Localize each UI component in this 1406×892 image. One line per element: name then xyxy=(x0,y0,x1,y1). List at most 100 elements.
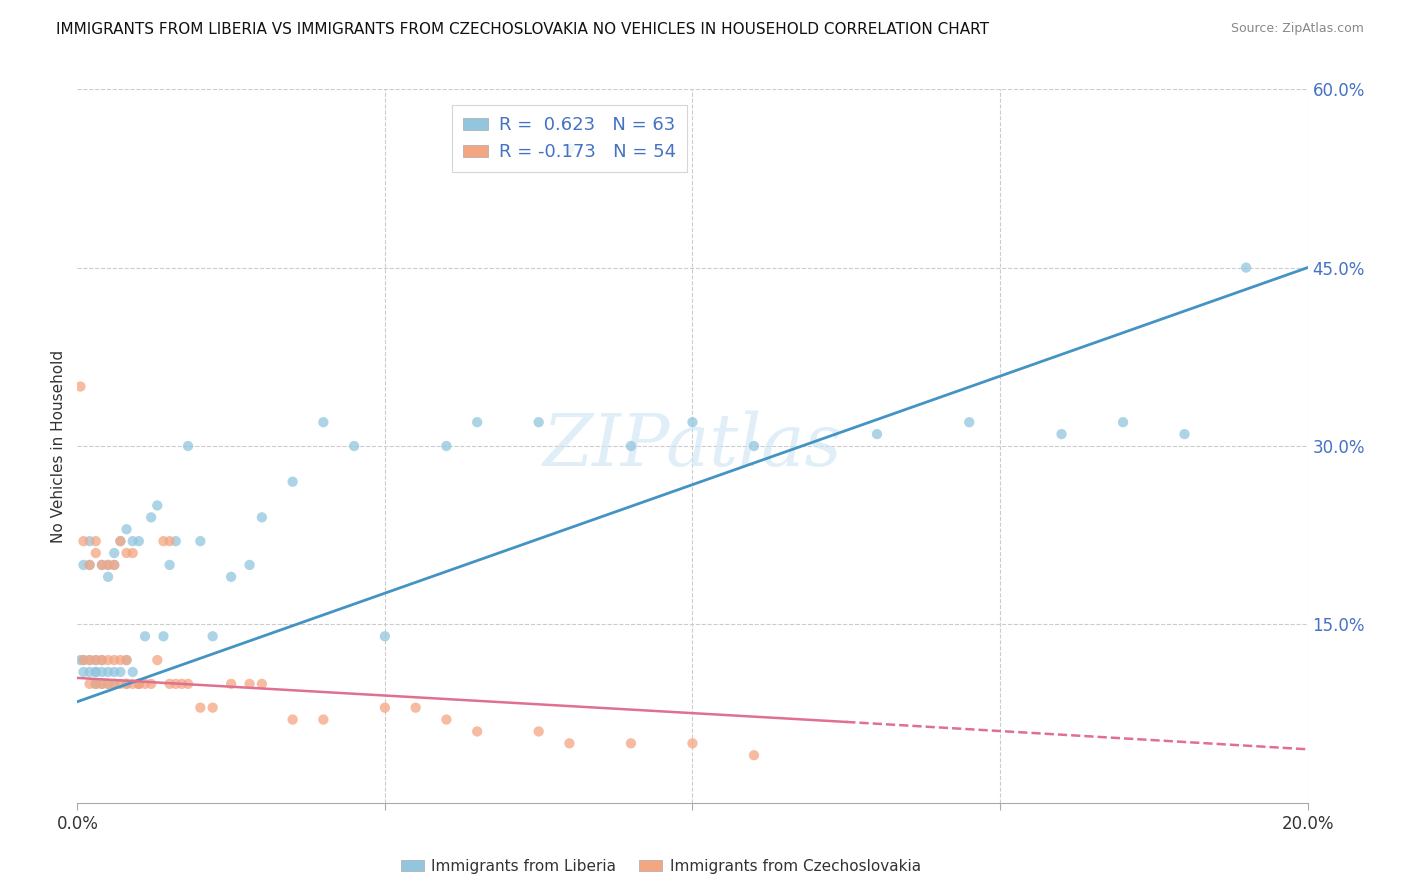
Point xyxy=(103,653,125,667)
Point xyxy=(165,534,187,549)
Point xyxy=(250,677,273,691)
Point xyxy=(97,665,120,679)
Point xyxy=(281,713,304,727)
Point xyxy=(72,653,94,667)
Point xyxy=(84,677,107,691)
Point xyxy=(103,558,125,572)
Point xyxy=(219,677,242,691)
Point xyxy=(239,677,262,691)
Point xyxy=(177,677,200,691)
Point xyxy=(250,510,273,524)
Point xyxy=(69,379,91,393)
Point xyxy=(1174,427,1197,442)
Point xyxy=(465,415,488,429)
Point xyxy=(374,700,396,714)
Point xyxy=(558,736,581,750)
Point xyxy=(72,653,94,667)
Point xyxy=(159,558,181,572)
Point xyxy=(374,629,396,643)
Point xyxy=(159,677,181,691)
Point xyxy=(312,415,335,429)
Point xyxy=(90,558,114,572)
Point xyxy=(165,677,187,691)
Point xyxy=(121,665,143,679)
Point xyxy=(103,558,125,572)
Point xyxy=(134,629,156,643)
Point xyxy=(146,653,169,667)
Text: IMMIGRANTS FROM LIBERIA VS IMMIGRANTS FROM CZECHOSLOVAKIA NO VEHICLES IN HOUSEHO: IMMIGRANTS FROM LIBERIA VS IMMIGRANTS FR… xyxy=(56,22,990,37)
Point xyxy=(527,724,550,739)
Point xyxy=(159,534,181,549)
Point xyxy=(110,534,132,549)
Point xyxy=(103,665,125,679)
Point xyxy=(90,677,114,691)
Point xyxy=(97,677,120,691)
Point xyxy=(281,475,304,489)
Point xyxy=(115,546,138,560)
Point xyxy=(682,736,704,750)
Point xyxy=(128,677,150,691)
Point xyxy=(90,677,114,691)
Point xyxy=(79,653,101,667)
Point xyxy=(69,653,91,667)
Point xyxy=(79,534,101,549)
Point xyxy=(110,534,132,549)
Point xyxy=(152,629,174,643)
Point xyxy=(121,534,143,549)
Point xyxy=(170,677,193,691)
Point xyxy=(84,665,107,679)
Point xyxy=(84,677,107,691)
Point xyxy=(84,653,107,667)
Point xyxy=(90,665,114,679)
Legend: Immigrants from Liberia, Immigrants from Czechoslovakia: Immigrants from Liberia, Immigrants from… xyxy=(395,853,927,880)
Point xyxy=(146,499,169,513)
Point xyxy=(121,677,143,691)
Point xyxy=(128,534,150,549)
Point xyxy=(742,439,765,453)
Point xyxy=(239,558,262,572)
Point xyxy=(103,546,125,560)
Point xyxy=(115,677,138,691)
Point xyxy=(97,558,120,572)
Point xyxy=(219,570,242,584)
Point xyxy=(957,415,980,429)
Point xyxy=(79,677,101,691)
Point xyxy=(128,677,150,691)
Point xyxy=(72,665,94,679)
Point xyxy=(436,439,458,453)
Point xyxy=(620,439,643,453)
Point xyxy=(134,677,156,691)
Point xyxy=(527,415,550,429)
Point xyxy=(97,677,120,691)
Point xyxy=(84,677,107,691)
Point xyxy=(84,653,107,667)
Point xyxy=(465,724,488,739)
Point xyxy=(201,629,224,643)
Point xyxy=(141,510,163,524)
Point xyxy=(84,534,107,549)
Point xyxy=(436,713,458,727)
Point xyxy=(115,653,138,667)
Point xyxy=(90,653,114,667)
Point xyxy=(110,665,132,679)
Point xyxy=(103,677,125,691)
Point xyxy=(72,558,94,572)
Point xyxy=(188,700,212,714)
Point xyxy=(121,546,143,560)
Point xyxy=(866,427,889,442)
Point xyxy=(110,677,132,691)
Point xyxy=(84,546,107,560)
Point xyxy=(90,558,114,572)
Point xyxy=(343,439,366,453)
Point xyxy=(115,653,138,667)
Point xyxy=(405,700,427,714)
Point xyxy=(115,677,138,691)
Point xyxy=(201,700,224,714)
Point xyxy=(103,677,125,691)
Point xyxy=(97,653,120,667)
Point xyxy=(79,665,101,679)
Point xyxy=(128,677,150,691)
Point xyxy=(558,142,581,156)
Point xyxy=(79,653,101,667)
Point xyxy=(115,522,138,536)
